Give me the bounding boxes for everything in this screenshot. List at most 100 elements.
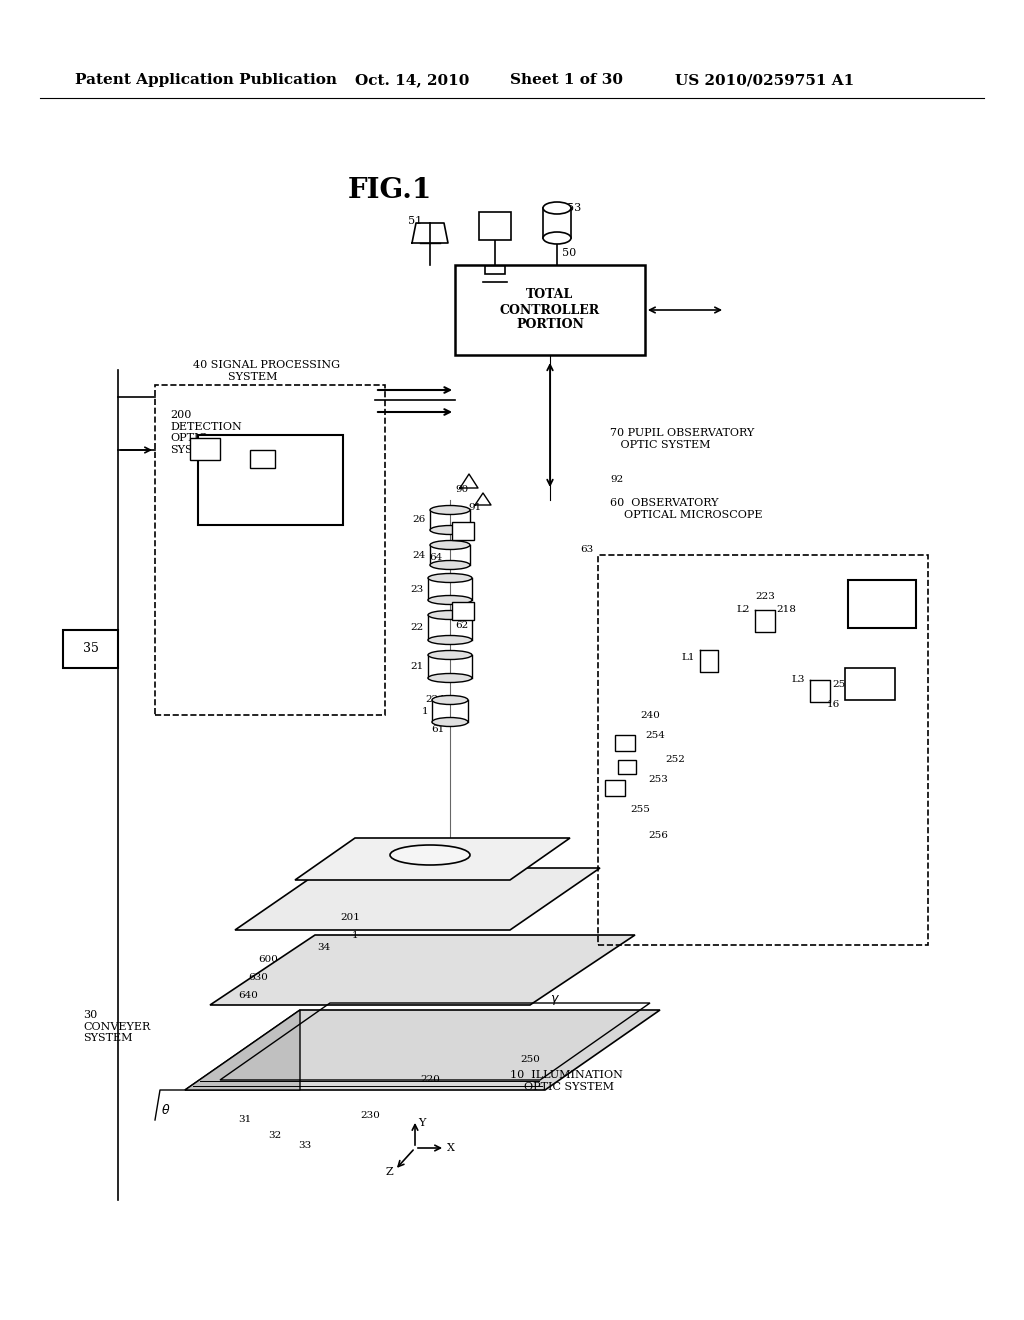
Bar [198,436,343,525]
Bar [63,630,118,668]
Text: 91: 91 [468,503,481,512]
Polygon shape [185,1010,660,1090]
Bar [190,438,220,459]
Text: Y: Y [418,1118,425,1129]
Ellipse shape [428,573,472,582]
Text: 11: 11 [860,684,873,693]
Ellipse shape [430,540,470,549]
Text: X: X [447,1143,455,1152]
Text: 64: 64 [429,553,442,562]
Text: 251: 251 [831,680,852,689]
Text: 240: 240 [640,710,659,719]
Text: $\theta$: $\theta$ [161,1104,170,1117]
Text: 218: 218 [776,605,796,614]
Text: 70 PUPIL OBSERVATORY
   OPTIC SYSTEM: 70 PUPIL OBSERVATORY OPTIC SYSTEM [610,428,755,450]
Text: 50: 50 [562,248,577,257]
Bar [155,385,385,715]
Text: 630: 630 [248,974,268,982]
Text: 253: 253 [648,776,668,784]
Ellipse shape [390,845,470,865]
Text: 24: 24 [413,550,426,560]
Polygon shape [295,838,570,880]
Text: 255: 255 [630,805,650,814]
Bar [452,602,474,620]
Ellipse shape [428,673,472,682]
Text: 10  ILLUMINATION
    OPTIC SYSTEM: 10 ILLUMINATION OPTIC SYSTEM [510,1071,623,1092]
Text: 230: 230 [360,1110,380,1119]
Bar [455,265,645,355]
Text: $\phi$: $\phi$ [427,862,437,879]
Text: L2: L2 [736,605,750,614]
Bar [598,554,928,945]
Text: 224: 224 [425,696,445,705]
Text: 220: 220 [420,1076,440,1085]
Text: 640: 640 [239,991,258,1001]
Bar [485,267,505,275]
Text: L3: L3 [792,675,805,684]
Text: 201: 201 [340,913,360,923]
Text: 61: 61 [432,726,445,734]
Text: Z: Z [385,1167,393,1177]
Text: 51: 51 [408,216,422,226]
Text: 23: 23 [411,585,424,594]
Text: $\alpha$: $\alpha$ [505,854,515,866]
Text: 16: 16 [826,700,840,709]
Text: 223: 223 [755,591,775,601]
Text: 53: 53 [567,203,582,213]
Text: 31: 31 [239,1115,252,1125]
Text: TOTAL
CONTROLLER
PORTION: TOTAL CONTROLLER PORTION [500,289,600,331]
Text: 92: 92 [610,475,624,484]
Text: 52: 52 [493,226,507,236]
Bar [479,213,511,240]
Text: Oct. 14, 2010: Oct. 14, 2010 [355,73,469,87]
Bar [618,760,636,774]
Ellipse shape [428,595,472,605]
Text: 26: 26 [413,516,426,524]
Polygon shape [210,935,635,1005]
Text: FIG.1: FIG.1 [348,177,432,203]
Text: 35: 35 [83,643,98,656]
Text: US 2010/0259751 A1: US 2010/0259751 A1 [675,73,854,87]
Ellipse shape [430,561,470,569]
Bar [452,521,474,540]
Text: Sheet 1 of 30: Sheet 1 of 30 [510,73,623,87]
Text: 600: 600 [258,956,278,965]
Bar [845,668,895,700]
Polygon shape [185,1010,300,1090]
Text: L1: L1 [682,653,695,663]
Text: 60  OBSERVATORY
    OPTICAL MICROSCOPE: 60 OBSERVATORY OPTICAL MICROSCOPE [610,498,763,520]
Ellipse shape [428,651,472,660]
Text: $\gamma$: $\gamma$ [550,993,560,1007]
Text: 30
CONVEYER
SYSTEM: 30 CONVEYER SYSTEM [83,1010,151,1043]
Ellipse shape [430,525,470,535]
Ellipse shape [432,718,468,726]
Bar [615,735,635,751]
Ellipse shape [430,506,470,515]
Bar [848,579,916,628]
Text: 21: 21 [411,663,424,671]
Bar [250,450,275,469]
Ellipse shape [428,635,472,644]
Text: 1: 1 [351,931,358,940]
Text: 40 SIGNAL PROCESSING
          SYSTEM: 40 SIGNAL PROCESSING SYSTEM [193,360,340,381]
Text: 90: 90 [455,486,468,495]
Text: Patent Application Publication: Patent Application Publication [75,73,337,87]
Text: 250: 250 [520,1056,540,1064]
Text: 256: 256 [648,830,668,840]
Text: 1: 1 [421,706,428,715]
Text: 34: 34 [316,944,330,953]
Text: 254: 254 [645,730,665,739]
Ellipse shape [543,202,571,214]
Text: 22: 22 [411,623,424,632]
Ellipse shape [543,232,571,244]
Text: 200
DETECTION
OPTIC
SYSTEM: 200 DETECTION OPTIC SYSTEM [170,411,242,455]
Text: 252: 252 [665,755,685,764]
Text: 33: 33 [298,1140,311,1150]
Polygon shape [234,869,600,931]
Text: 62: 62 [455,620,468,630]
Text: 32: 32 [268,1130,282,1139]
Text: 63: 63 [580,545,593,554]
Bar [605,780,625,796]
Ellipse shape [432,696,468,705]
Ellipse shape [428,610,472,619]
